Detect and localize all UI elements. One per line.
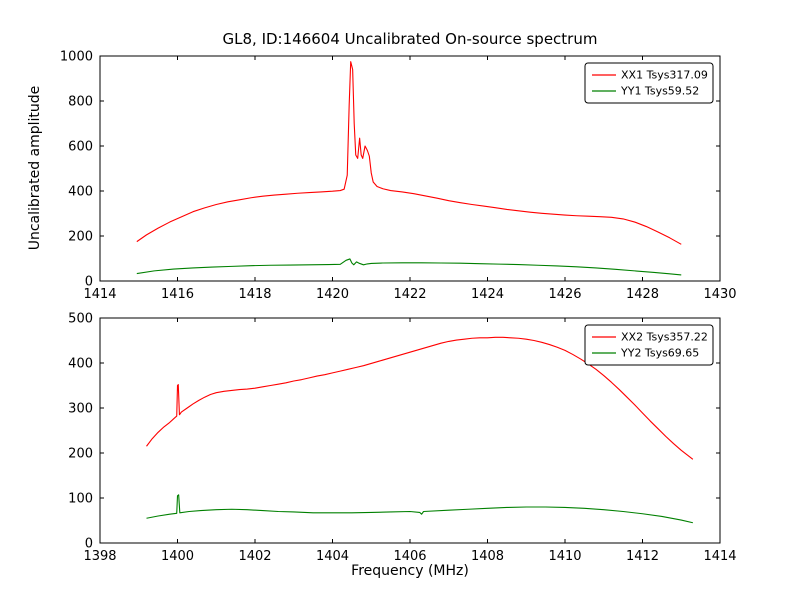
x-tick-label: 1422 <box>393 287 426 302</box>
y-tick-label: 800 <box>68 95 93 110</box>
x-tick-label: 1430 <box>703 287 736 302</box>
y-tick-label: 200 <box>68 230 93 245</box>
x-tick-label: 1414 <box>703 549 736 564</box>
y-tick-label: 200 <box>68 447 93 462</box>
legend-label: YY1 Tsys59.52 <box>620 85 699 98</box>
legend-label: XX2 Tsys357.22 <box>621 331 708 344</box>
y-tick-label: 100 <box>68 492 93 507</box>
top-subplot: 1414 1416 1418 1420 1422 1424 1426 1428 1430 0 200… <box>60 50 737 303</box>
x-tick-label: 1414 <box>83 287 116 302</box>
legend-label: YY2 Tsys69.65 <box>620 347 699 360</box>
x-tick-label: 1408 <box>471 549 504 564</box>
x-tick-label: 1398 <box>83 549 116 564</box>
x-tick-label: 1424 <box>471 287 504 302</box>
bottom-subplot: 1398 1400 1402 1404 1406 1408 1410 1412 1414 0 100… <box>68 312 736 565</box>
x-tick-label: 1428 <box>626 287 659 302</box>
y-tick-label: 0 <box>85 275 93 290</box>
x-tick-label: 1418 <box>238 287 271 302</box>
x-tick-label: 1416 <box>161 287 194 302</box>
series-line <box>146 494 693 524</box>
legend-label: XX1 Tsys317.09 <box>621 69 708 82</box>
x-tick-label: 1426 <box>548 287 581 302</box>
legend-box <box>584 62 714 104</box>
y-tick-label: 300 <box>68 402 93 417</box>
x-tick-label: 1420 <box>316 287 349 302</box>
y-tick-label: 400 <box>68 357 93 372</box>
x-axis-label: Frequency (MHz) <box>351 563 469 579</box>
x-tick-label: 1404 <box>316 549 349 564</box>
series-line <box>136 61 682 245</box>
y-tick-label: 0 <box>85 537 93 552</box>
legend-box <box>584 324 714 366</box>
y-tick-label: 600 <box>68 140 93 155</box>
series-line <box>146 336 694 460</box>
x-tick-label: 1402 <box>238 549 271 564</box>
x-tick-label: 1410 <box>548 549 581 564</box>
x-tick-label: 1400 <box>161 549 194 564</box>
x-tick-label: 1412 <box>626 549 659 564</box>
series-line <box>136 258 682 276</box>
y-tick-label: 1000 <box>60 50 93 65</box>
x-tick-label: 1406 <box>393 549 426 564</box>
y-tick-label: 500 <box>68 312 93 327</box>
figure-title: GL8, ID:146604 Uncalibrated On-source sp… <box>222 30 598 48</box>
y-tick-label: 400 <box>68 185 93 200</box>
